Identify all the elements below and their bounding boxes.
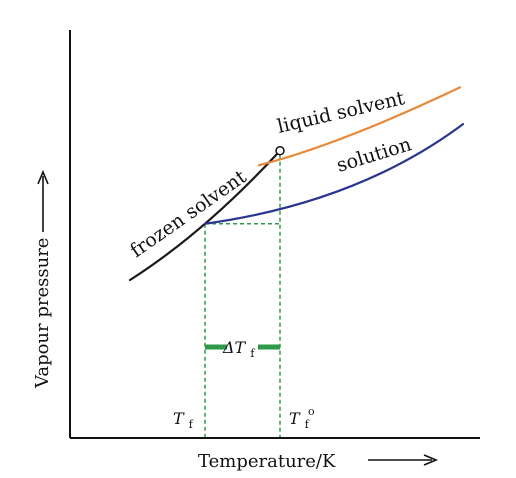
tick-label-tf0: T f o: [289, 405, 315, 432]
y-axis-label: Vapour pressure: [32, 238, 53, 389]
tick-label-tf-main: T: [173, 409, 185, 428]
x-axis-label: Temperature/K: [198, 451, 336, 472]
delta-tf-label: ΔT f: [222, 338, 255, 360]
x-axis-arrow-head: [423, 454, 439, 466]
tick-label-tf0-superscript: o: [308, 405, 315, 418]
tick-label-tf: T f: [173, 409, 194, 431]
solution-curve: [203, 123, 465, 225]
delta-tf-label-subscript: f: [250, 347, 255, 360]
axes: [37, 30, 480, 466]
curve-label-solution: solution: [334, 133, 414, 177]
curves: [128, 86, 465, 282]
curve-label-liquid-solvent: liquid solvent: [275, 87, 407, 138]
marker-layer: [275, 145, 285, 156]
delta-tf-label-main: ΔT: [222, 338, 247, 357]
tick-label-tf-subscript: f: [189, 418, 194, 431]
tick-label-tf0-subscript: f: [305, 418, 310, 431]
tick-label-tf0-main: T: [289, 409, 301, 428]
freezing-point-marker: [275, 145, 285, 156]
curve-label-frozen-solvent: frozen solvent: [126, 166, 250, 262]
y-axis-arrow-head: [37, 169, 49, 185]
guide-lines: [204, 154, 281, 438]
liquid-solvent-curve: [257, 86, 462, 167]
